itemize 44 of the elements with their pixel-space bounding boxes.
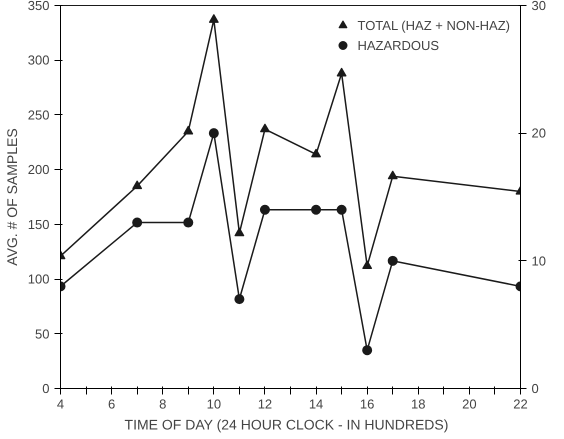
point <box>183 218 194 228</box>
y-tick-label: 250 <box>28 107 50 122</box>
y2-tick-label: 30 <box>532 0 546 13</box>
legend-label: TOTAL (HAZ + NON-HAZ) <box>357 18 510 32</box>
y-tick-label: 200 <box>28 162 50 178</box>
y-tick-label: 50 <box>35 326 50 342</box>
x-tick-label: 12 <box>258 396 272 412</box>
y2-tick-label: 20 <box>532 126 546 141</box>
point <box>208 14 219 23</box>
x-tick-label: 10 <box>206 396 222 412</box>
point <box>388 256 398 266</box>
point <box>208 128 219 138</box>
y2-tick-label: 10 <box>532 253 546 268</box>
y2-tick-label: 0 <box>532 381 539 396</box>
x-axis-title: TIME OF DAY (24 HOUR CLOCK - IN HUNDREDS) <box>124 416 448 432</box>
point <box>388 170 398 180</box>
x-tick-label: 4 <box>56 396 64 412</box>
x-tick-label: 14 <box>308 396 324 412</box>
x-tick-label: 16 <box>360 396 374 412</box>
point <box>132 180 142 190</box>
point <box>362 260 372 270</box>
y-tick-label: 100 <box>28 272 50 287</box>
x-tick-label: 20 <box>462 396 477 412</box>
y-axis-title: AVG. # OF SAMPLES <box>4 128 20 266</box>
point <box>336 68 347 76</box>
point <box>234 294 244 304</box>
y-tick-label: 0 <box>42 381 50 396</box>
point <box>311 148 322 158</box>
point <box>260 123 270 132</box>
point <box>362 345 372 356</box>
x-tick-label: 18 <box>411 396 426 412</box>
point <box>336 204 347 215</box>
point <box>132 218 142 228</box>
x-tick-label: 6 <box>108 396 116 412</box>
y-tick-label: 350 <box>28 0 50 13</box>
y-tick-label: 150 <box>28 216 50 232</box>
point <box>311 204 322 215</box>
point <box>260 204 270 215</box>
point <box>183 126 194 134</box>
point <box>234 227 244 236</box>
y-tick-label: 300 <box>28 52 50 68</box>
legend-label: HAZARDOUS <box>357 38 440 52</box>
x-tick-label: 22 <box>513 396 528 412</box>
x-tick-label: 8 <box>159 396 166 412</box>
